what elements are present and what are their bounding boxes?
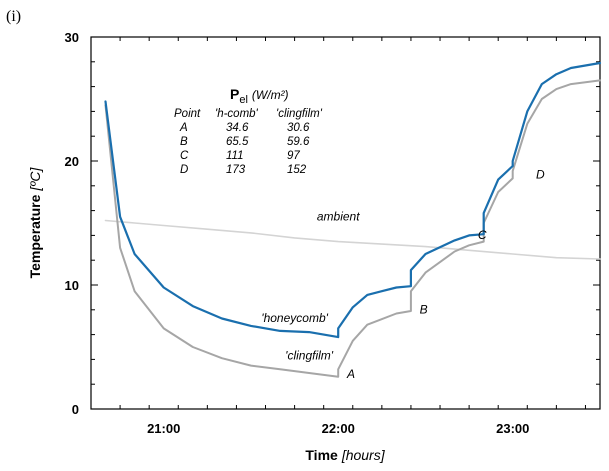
x-axis-title: Time [hours]	[305, 447, 385, 463]
table-cell: A	[179, 122, 188, 134]
series-line-ambient	[104, 219, 601, 260]
x-tick-label: 21:00	[147, 421, 180, 436]
y-axis-title: Temperature [ºC]	[27, 167, 43, 279]
annotation-label: ambient	[317, 210, 360, 224]
table-header-hcomb: 'h-comb'	[215, 108, 259, 120]
annotation-label: B	[420, 303, 428, 317]
y-tick-label: 0	[72, 402, 79, 417]
annotation-label: 'clingfilm'	[285, 348, 334, 362]
y-tick-label: 30	[65, 30, 79, 45]
table-cell: 65.5	[226, 136, 249, 148]
table-cell: B	[180, 136, 188, 148]
table-title-unit: (W/m²)	[252, 88, 289, 102]
series-lines	[104, 61, 602, 378]
annotations: ambient 'honeycomb' 'clingfilm' A B C D	[261, 167, 545, 381]
table-cell: 97	[287, 150, 300, 162]
y-axis-label: Temperature	[27, 194, 43, 278]
plot-frame	[90, 36, 601, 410]
x-tick-labels: 21:00 22:00 23:00	[147, 421, 529, 436]
table-cell: 59.6	[287, 136, 310, 148]
series-line-clingfilm	[104, 79, 601, 378]
table-title: Pel (W/m²)	[230, 86, 289, 106]
table-title-sub: el	[239, 94, 248, 106]
power-table: Pel (W/m²) Point 'h-comb' 'clingfilm' A 34…	[174, 86, 323, 176]
y-axis-unit: [ºC]	[27, 167, 43, 192]
tick-marks	[90, 36, 600, 410]
annotation-label: D	[536, 167, 545, 181]
table-cell: 173	[226, 164, 246, 176]
panel-label: (i)	[6, 8, 22, 25]
x-axis-unit: [hours]	[341, 447, 386, 463]
table-cell: 34.6	[226, 122, 249, 134]
x-axis-label: Time	[305, 447, 338, 463]
x-tick-label: 22:00	[322, 421, 355, 436]
table-header-point: Point	[174, 108, 201, 120]
y-tick-label: 20	[65, 154, 79, 169]
annotation-label: A	[346, 367, 355, 381]
table-cell: 152	[287, 164, 307, 176]
table-cell: D	[180, 164, 188, 176]
table-cell: 111	[226, 150, 243, 162]
table-header-clingfilm: 'clingfilm'	[276, 108, 323, 120]
table-title-main: P	[230, 86, 239, 102]
annotation-label: 'honeycomb'	[261, 311, 328, 325]
x-tick-label: 23:00	[496, 421, 529, 436]
series-line-honeycomb	[104, 61, 602, 339]
table-rows: A 34.6 30.6 B 65.5 59.6 C 111 97 D 173 152	[179, 122, 310, 176]
annotation-label: C	[478, 228, 487, 242]
y-tick-label: 10	[65, 278, 79, 293]
table-cell: C	[180, 150, 189, 162]
table-cell: 30.6	[287, 122, 310, 134]
y-tick-labels: 0 10 20 30	[65, 30, 79, 417]
